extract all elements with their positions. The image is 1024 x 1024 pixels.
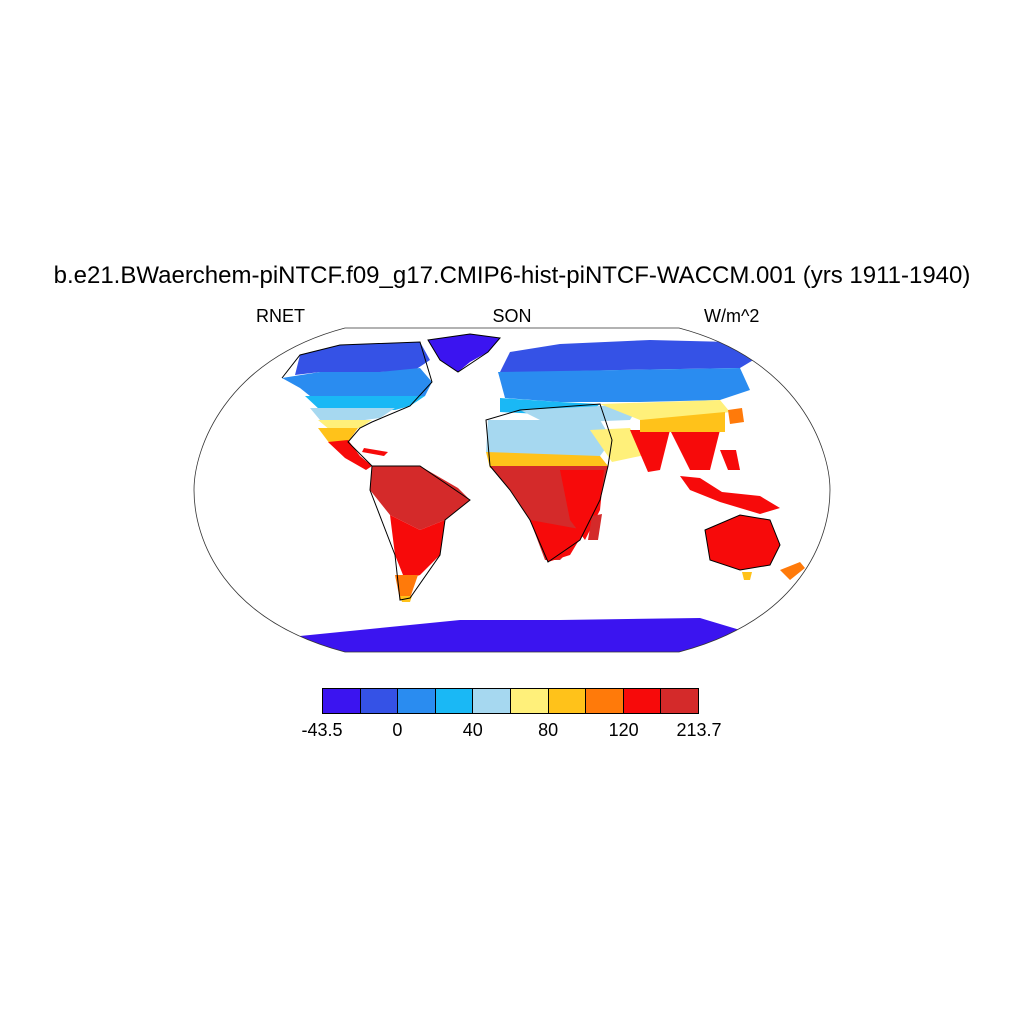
north-america-south (318, 420, 372, 430)
colorbar-cell (323, 689, 361, 713)
colorbar-cell (510, 689, 549, 713)
eurasia-arctic (500, 340, 760, 372)
arabia (590, 428, 645, 462)
colorbar-cell (473, 689, 511, 713)
north-america-arctic (295, 342, 430, 375)
colorbar-cell (661, 689, 698, 713)
east-asia-south (640, 412, 725, 432)
central-america (328, 440, 372, 470)
south-america-amazon (370, 466, 470, 530)
southeast-asia (670, 430, 720, 470)
map-border (193, 327, 831, 653)
indonesia (680, 476, 780, 514)
japan (728, 408, 744, 424)
coastlines (281, 333, 781, 601)
antarctica (280, 618, 760, 652)
madagascar (588, 514, 602, 540)
plot-title: b.e21.BWaerchem-piNTCF.f09_g17.CMIP6-his… (53, 262, 971, 289)
greenland-region (428, 334, 500, 372)
season-label: SON (492, 306, 532, 326)
colorbar-tick-label: -43.5 (301, 720, 343, 740)
colorbar-tick-label: 40 (462, 720, 483, 740)
colorbar-cell (548, 689, 587, 713)
colorbar-tick-label: 80 (538, 720, 559, 740)
colorbar-cell (586, 689, 624, 713)
land-fields (280, 333, 805, 652)
philippines (720, 450, 740, 470)
colorbar-cell (360, 689, 399, 713)
units-label: W/m^2 (704, 306, 760, 326)
colorbar-cell (398, 689, 436, 713)
colorbar-tick-label: 120 (608, 720, 639, 740)
north-america-north (282, 368, 432, 396)
patagonia (395, 575, 418, 600)
colorbar-cell (435, 689, 474, 713)
north-america-temperate (310, 408, 395, 422)
colorbar-cell (623, 689, 662, 713)
colorbar (322, 688, 699, 714)
sahara (486, 420, 612, 458)
australia (705, 515, 780, 570)
caribbean (362, 448, 388, 456)
colorbar-tick-label: 0 (392, 720, 403, 740)
south-america-south (390, 515, 445, 580)
india (630, 430, 670, 472)
tasmania (742, 572, 752, 580)
colorbar-tick-label: 213.7 (676, 720, 722, 740)
new-zealand (780, 562, 805, 580)
north-america-mid (305, 396, 425, 410)
mediterranean-fringe (520, 404, 640, 422)
variable-label: RNET (256, 306, 305, 326)
sahel (486, 452, 608, 470)
eurasia-north (498, 368, 750, 402)
